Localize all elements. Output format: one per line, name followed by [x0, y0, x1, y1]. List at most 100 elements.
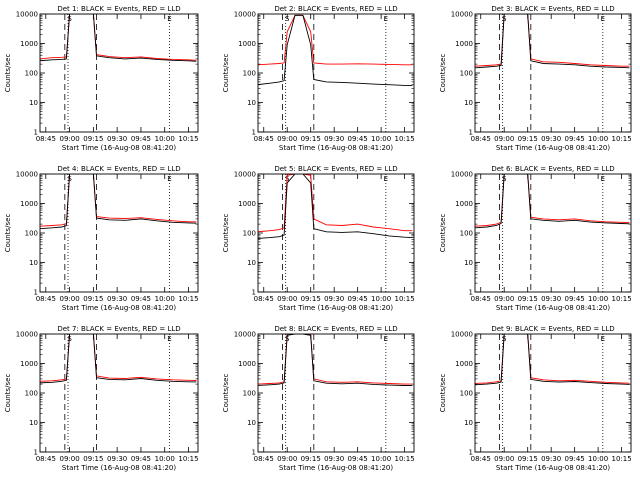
y-tick-label: 10000 — [451, 171, 473, 179]
x-tick-label: 09:45 — [348, 295, 368, 303]
marker-letter: E — [167, 335, 171, 343]
x-tick-label: 09:30 — [107, 295, 127, 303]
x-axis-label: Start Time (16-Aug-08 08:41:20) — [496, 144, 610, 152]
x-tick-label: 10:15 — [178, 135, 198, 143]
x-axis-label: Start Time (16-Aug-08 08:41:20) — [279, 304, 393, 312]
x-tick-label: 10:00 — [588, 135, 608, 143]
x-tick-label: 09:00 — [277, 295, 297, 303]
x-tick-label: 10:00 — [155, 135, 175, 143]
y-axis-label: Counts/sec — [439, 214, 447, 253]
panel-det-7: Det 7: BLACK = Events, RED = LLD Counts/s… — [4, 325, 199, 472]
y-tick-label: 10 — [29, 419, 38, 427]
marker-letter: E — [167, 175, 171, 183]
marker-letter: E — [167, 15, 171, 23]
series-line-red — [258, 14, 413, 66]
y-tick-label: 100 — [25, 70, 38, 78]
y-tick-label: 10 — [464, 99, 473, 107]
series-line-red — [40, 14, 197, 61]
y-tick-label: 100 — [243, 70, 256, 78]
x-tick-label: 08:45 — [471, 295, 491, 303]
panel-title: Det 6: BLACK = Events, RED = LLD — [491, 165, 614, 173]
series-line-red — [258, 334, 413, 385]
panel-det-5: Det 5: BLACK = Events, RED = LLD Counts/s… — [222, 165, 415, 312]
panel-title: Det 3: BLACK = Events, RED = LLD — [491, 5, 614, 13]
y-tick-label: 10 — [247, 419, 256, 427]
y-tick-label: 10 — [247, 99, 256, 107]
series-line-red — [258, 174, 413, 233]
marker-letter: E — [384, 175, 388, 183]
y-tick-label: 10000 — [16, 171, 38, 179]
x-tick-label: 10:15 — [612, 455, 632, 463]
y-tick-label: 100 — [460, 70, 473, 78]
x-tick-label: 09:00 — [494, 135, 514, 143]
series-line-black — [40, 334, 197, 384]
series-group — [258, 14, 413, 86]
y-tick-label: 1000 — [20, 40, 38, 48]
marker-letter: S — [502, 335, 507, 343]
x-tick-label: 10:15 — [178, 295, 198, 303]
panel-det-9: Det 9: BLACK = Events, RED = LLD Counts/s… — [439, 325, 632, 472]
y-axis-label: Counts/sec — [439, 374, 447, 413]
series-line-black — [40, 174, 197, 230]
x-tick-label: 10:15 — [612, 135, 632, 143]
series-group — [475, 174, 630, 229]
plot-frame — [474, 173, 632, 293]
x-tick-label: 10:15 — [612, 295, 632, 303]
x-axis-label: Start Time (16-Aug-08 08:41:20) — [62, 144, 176, 152]
x-axis-label: Start Time (16-Aug-08 08:41:20) — [62, 304, 176, 312]
y-tick-label: 1 — [469, 449, 473, 457]
x-axis-label: Start Time (16-Aug-08 08:41:20) — [496, 304, 610, 312]
x-tick-label: 08:45 — [254, 455, 274, 463]
marker-letter: S — [67, 175, 72, 183]
x-tick-label: 10:15 — [178, 455, 198, 463]
y-tick-label: 100 — [460, 390, 473, 398]
marker-letter: S — [67, 335, 72, 343]
y-axis-label: Counts/sec — [222, 54, 230, 93]
y-tick-label: 1 — [469, 289, 473, 297]
series-line-black — [258, 14, 413, 86]
x-tick-label: 09:45 — [131, 295, 151, 303]
x-tick-label: 09:15 — [83, 455, 103, 463]
marker-letter: E — [601, 175, 605, 183]
series-line-red — [40, 174, 197, 227]
x-tick-label: 09:15 — [83, 295, 103, 303]
x-tick-label: 09:45 — [131, 455, 151, 463]
y-axis-label: Counts/sec — [4, 214, 12, 253]
series-line-black — [475, 14, 630, 69]
x-tick-label: 09:15 — [518, 135, 538, 143]
y-axis-label: Counts/sec — [222, 374, 230, 413]
series-group — [40, 14, 197, 62]
panel-det-2: Det 2: BLACK = Events, RED = LLD Counts/s… — [222, 5, 415, 152]
panel-title: Det 7: BLACK = Events, RED = LLD — [57, 325, 180, 333]
y-tick-label: 1 — [469, 129, 473, 137]
series-line-red — [475, 334, 630, 384]
y-tick-label: 1 — [34, 289, 38, 297]
plot-frame — [39, 173, 199, 293]
y-tick-label: 10 — [464, 419, 473, 427]
plot-frame — [474, 333, 632, 453]
panel-title: Det 8: BLACK = Events, RED = LLD — [274, 325, 397, 333]
plot-frame — [257, 173, 415, 293]
marker-letter: S — [285, 175, 290, 183]
x-tick-label: 09:45 — [565, 135, 585, 143]
x-tick-label: 09:45 — [565, 295, 585, 303]
x-axis-label: Start Time (16-Aug-08 08:41:20) — [496, 464, 610, 472]
panel-det-1: Det 1: BLACK = Events, RED = LLD Counts/s… — [4, 5, 199, 152]
x-tick-label: 09:30 — [324, 455, 344, 463]
series-line-black — [475, 334, 630, 386]
panel-det-8: Det 8: BLACK = Events, RED = LLD Counts/s… — [222, 325, 415, 472]
y-tick-label: 10000 — [234, 171, 256, 179]
x-tick-label: 09:00 — [494, 295, 514, 303]
x-tick-label: 09:00 — [59, 135, 79, 143]
x-tick-label: 09:30 — [324, 295, 344, 303]
series-line-black — [475, 174, 630, 229]
marker-letter: S — [285, 15, 290, 23]
panel-title: Det 9: BLACK = Events, RED = LLD — [491, 325, 614, 333]
plot-frame — [39, 13, 199, 133]
panel-title: Det 2: BLACK = Events, RED = LLD — [274, 5, 397, 13]
y-tick-label: 100 — [25, 390, 38, 398]
x-tick-label: 08:45 — [471, 135, 491, 143]
plot-frame — [257, 333, 415, 453]
x-tick-label: 10:00 — [155, 295, 175, 303]
